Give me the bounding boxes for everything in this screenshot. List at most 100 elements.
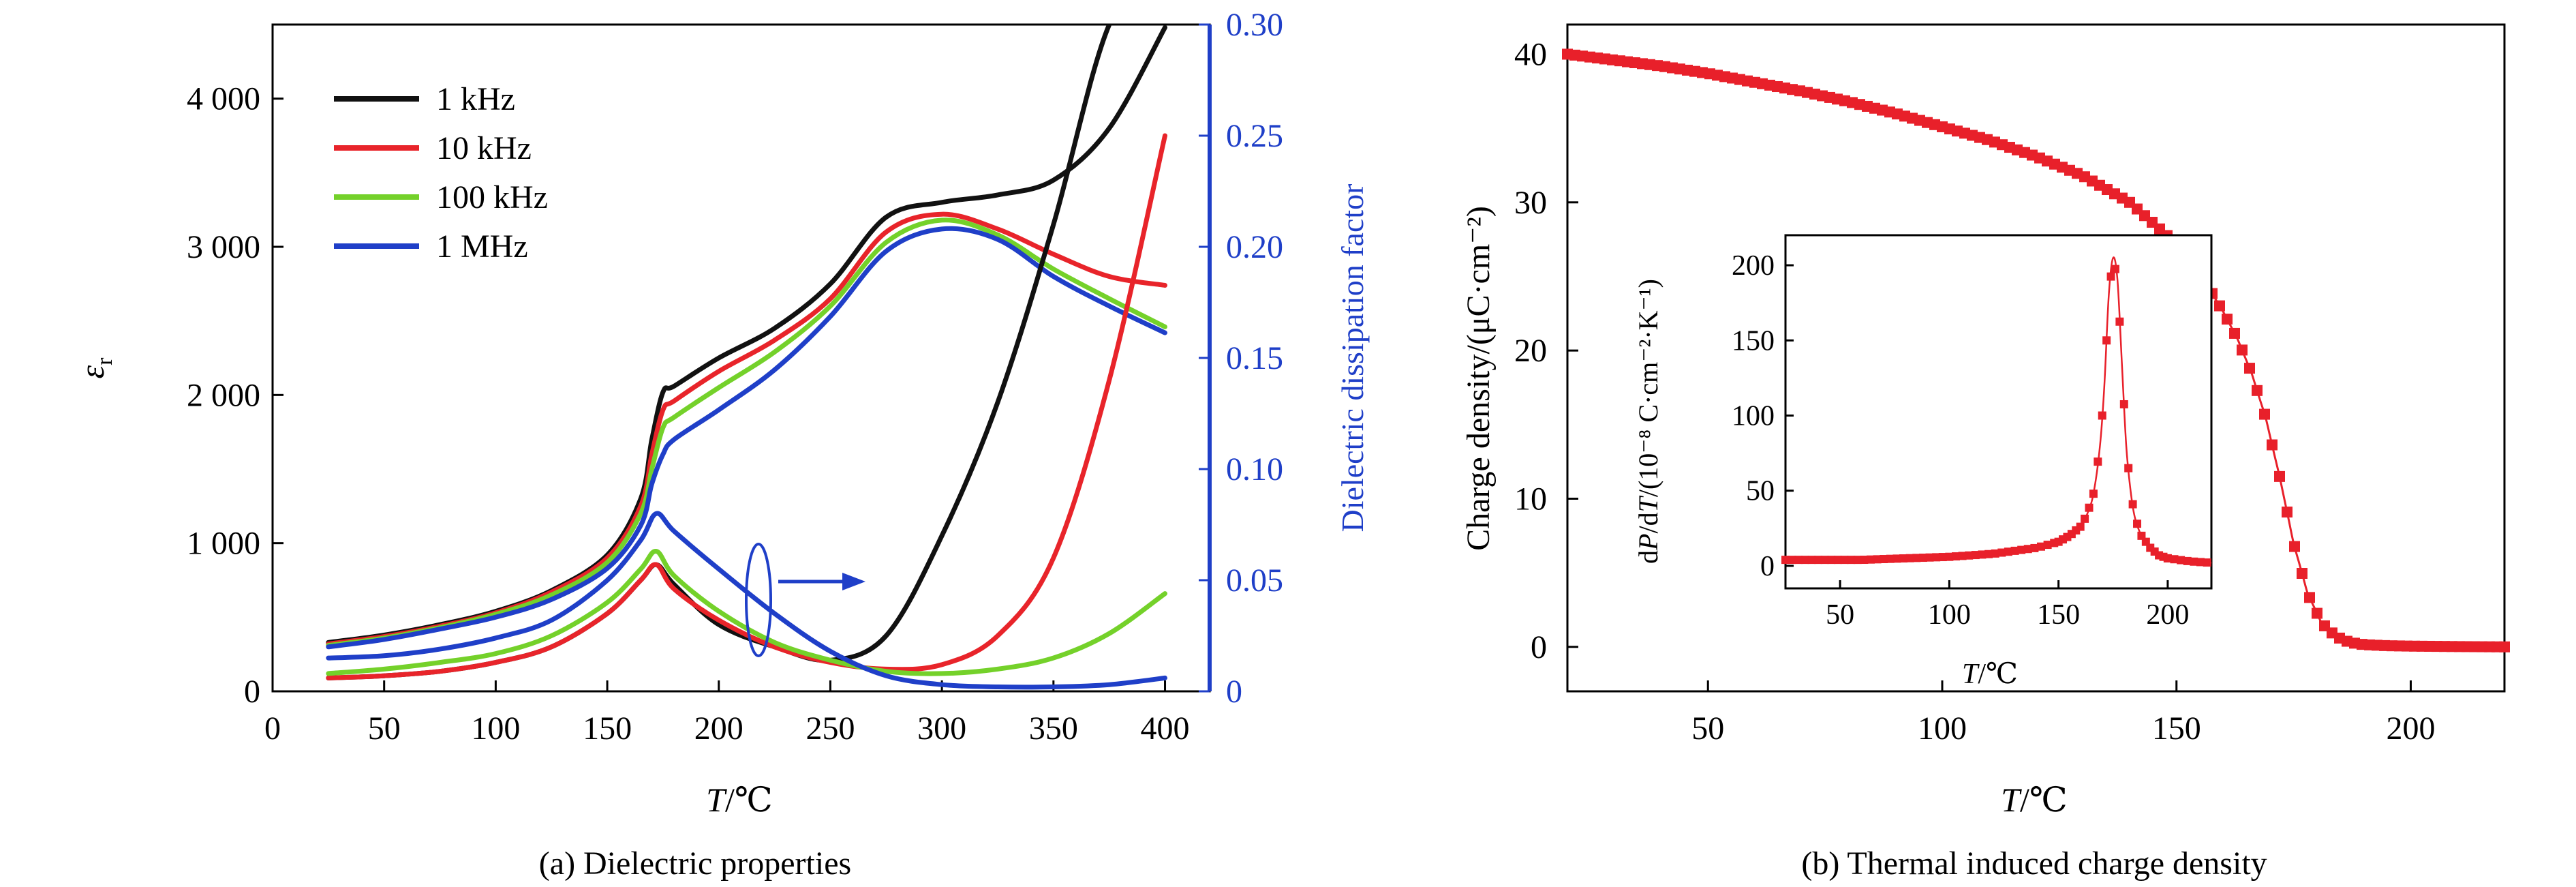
x-tick-label: 150 xyxy=(583,710,632,747)
inset-ylabel: dP/dT/(10⁻⁸ C·cm⁻²·K⁻¹) xyxy=(1633,279,1663,564)
x-tick-label: 300 xyxy=(917,710,966,747)
charge-density-point xyxy=(2304,592,2315,603)
charge-density-point xyxy=(2259,408,2270,420)
dpdt-point xyxy=(2004,547,2012,556)
inset-y-ticks: 0 50 100 150 200 xyxy=(1732,250,1794,582)
dpdt-point xyxy=(1794,556,1803,565)
dpdt-point xyxy=(1978,550,1987,559)
inset-x-ticks: 50 100 150 200 xyxy=(1826,580,2189,631)
inset-x-tick-label: 100 xyxy=(1928,599,1971,631)
x-tick-label: 350 xyxy=(1029,710,1078,747)
dpdt-point xyxy=(2115,317,2124,326)
panel-b-ylabel: Charge density/(μC·cm⁻²) xyxy=(1460,206,1497,551)
dpdt-point xyxy=(2010,546,2019,555)
charge-density-point xyxy=(2297,568,2307,580)
x-tick-label: 150 xyxy=(2152,710,2201,747)
panel-b-plot-frame xyxy=(1566,23,2506,693)
dpdt-point xyxy=(1892,554,1901,563)
inset-y-tick-label: 50 xyxy=(1746,476,1775,507)
y-tick-label: 40 xyxy=(1514,36,1547,72)
x-tick-label: 0 xyxy=(264,710,281,747)
panel-a-legend: 1 kHz 10 kHz 100 kHz 1 MHz xyxy=(334,81,548,265)
y-right-tick-label: 0.15 xyxy=(1226,340,1283,376)
dpdt-point xyxy=(1932,553,1941,562)
dpdt-point xyxy=(2081,514,2089,523)
charge-density-point xyxy=(2274,470,2285,482)
charge-density-point xyxy=(2229,327,2240,339)
dpdt-point xyxy=(2128,500,2137,509)
series-line-1-khz-left xyxy=(326,25,1167,645)
charge-density-point xyxy=(2499,641,2510,652)
annotation-arrow-head-icon xyxy=(842,573,865,590)
panel-b-inset: 0 50 100 150 200 50 100 150 200 dP/dT/(10⁻⁸ C·c… xyxy=(1633,234,2213,690)
y-left-tick-label: 0 xyxy=(244,674,260,710)
dpdt-point xyxy=(1945,552,1954,561)
dpdt-point xyxy=(1788,556,1796,565)
dpdt-point xyxy=(2023,545,2032,554)
dpdt-point xyxy=(2124,464,2133,472)
dpdt-point xyxy=(2037,542,2045,551)
series-line-100-khz-left xyxy=(326,217,1167,648)
panel-a-curves xyxy=(326,25,1167,690)
charge-density-point xyxy=(2289,541,2300,552)
inset-y-tick-label: 200 xyxy=(1732,250,1775,282)
inset-y-tick-label: 100 xyxy=(1732,401,1775,432)
dpdt-point xyxy=(1840,556,1849,565)
dpdt-point xyxy=(2098,411,2106,420)
inset-x-tick-label: 150 xyxy=(2037,599,2080,631)
dpdt-point xyxy=(1912,554,1921,562)
panel-b-y-ticks: 0 10 20 30 40 xyxy=(1514,36,1578,665)
dpdt-point xyxy=(2203,558,2211,567)
dpdt-point xyxy=(1873,555,1882,564)
dpdt-point xyxy=(2196,558,2205,567)
y-left-tick-label: 3 000 xyxy=(187,229,260,265)
dpdt-point xyxy=(2076,522,2085,531)
dpdt-point xyxy=(1827,556,1836,565)
dpdt-point xyxy=(1800,556,1809,565)
y-right-tick-label: 0 xyxy=(1226,674,1242,710)
panel-a-xlabel: T/℃ xyxy=(706,781,773,819)
panel-b-charge-density: 0 10 20 30 40 50 100 150 200 Charge density/(μC… xyxy=(1460,23,2510,882)
dpdt-point xyxy=(1938,553,1947,562)
dpdt-point xyxy=(2017,545,2026,554)
dpdt-point xyxy=(2183,556,2192,565)
y-tick-label: 30 xyxy=(1514,185,1547,221)
y-right-tick-label: 0.20 xyxy=(1226,229,1283,265)
dpdt-point xyxy=(1925,553,1934,562)
dpdt-point xyxy=(2170,555,2179,564)
dpdt-point xyxy=(2085,503,2094,512)
inset-x-tick-label: 50 xyxy=(1826,599,1854,631)
dpdt-point xyxy=(2030,543,2039,552)
dpdt-point xyxy=(2163,554,2172,562)
panel-a-caption: (a) Dielectric properties xyxy=(539,845,851,882)
charge-density-point xyxy=(2267,439,2278,451)
y-left-tick-label: 2 000 xyxy=(187,377,260,413)
dpdt-point xyxy=(2190,557,2198,566)
inset-plot-frame xyxy=(1784,234,2213,590)
charge-density-point xyxy=(2244,363,2255,374)
x-tick-label: 100 xyxy=(471,710,520,747)
dpdt-point xyxy=(1807,556,1816,565)
series-line-1-mhz-right xyxy=(326,511,1167,690)
y-right-tick-label: 0.10 xyxy=(1226,451,1283,487)
dpdt-point xyxy=(1905,554,1914,562)
dpdt-point xyxy=(1833,556,1842,565)
panel-a-left-ticks: 0 1 000 2 000 3 000 4 000 xyxy=(187,81,283,710)
dpdt-point xyxy=(1880,555,1888,564)
dpdt-point xyxy=(1965,551,1974,560)
dpdt-point xyxy=(2089,490,2098,498)
series-line-100-khz-right xyxy=(326,549,1167,676)
x-tick-label: 50 xyxy=(368,710,401,747)
x-tick-label: 100 xyxy=(1918,710,1967,747)
x-tick-label: 400 xyxy=(1141,710,1190,747)
panel-a-right-ticks: 0 0.05 0.10 0.15 0.20 0.25 0.30 xyxy=(1199,7,1283,710)
dpdt-point xyxy=(2177,556,2186,565)
inset-y-tick-label: 0 xyxy=(1760,551,1775,582)
y-left-tick-label: 4 000 xyxy=(187,81,260,117)
dpdt-point xyxy=(2133,520,2142,528)
dpdt-point xyxy=(1971,551,1980,560)
x-tick-label: 50 xyxy=(1691,710,1724,747)
panel-a-annotation xyxy=(745,543,865,657)
panel-a-ylabel-left: εr xyxy=(73,357,117,379)
